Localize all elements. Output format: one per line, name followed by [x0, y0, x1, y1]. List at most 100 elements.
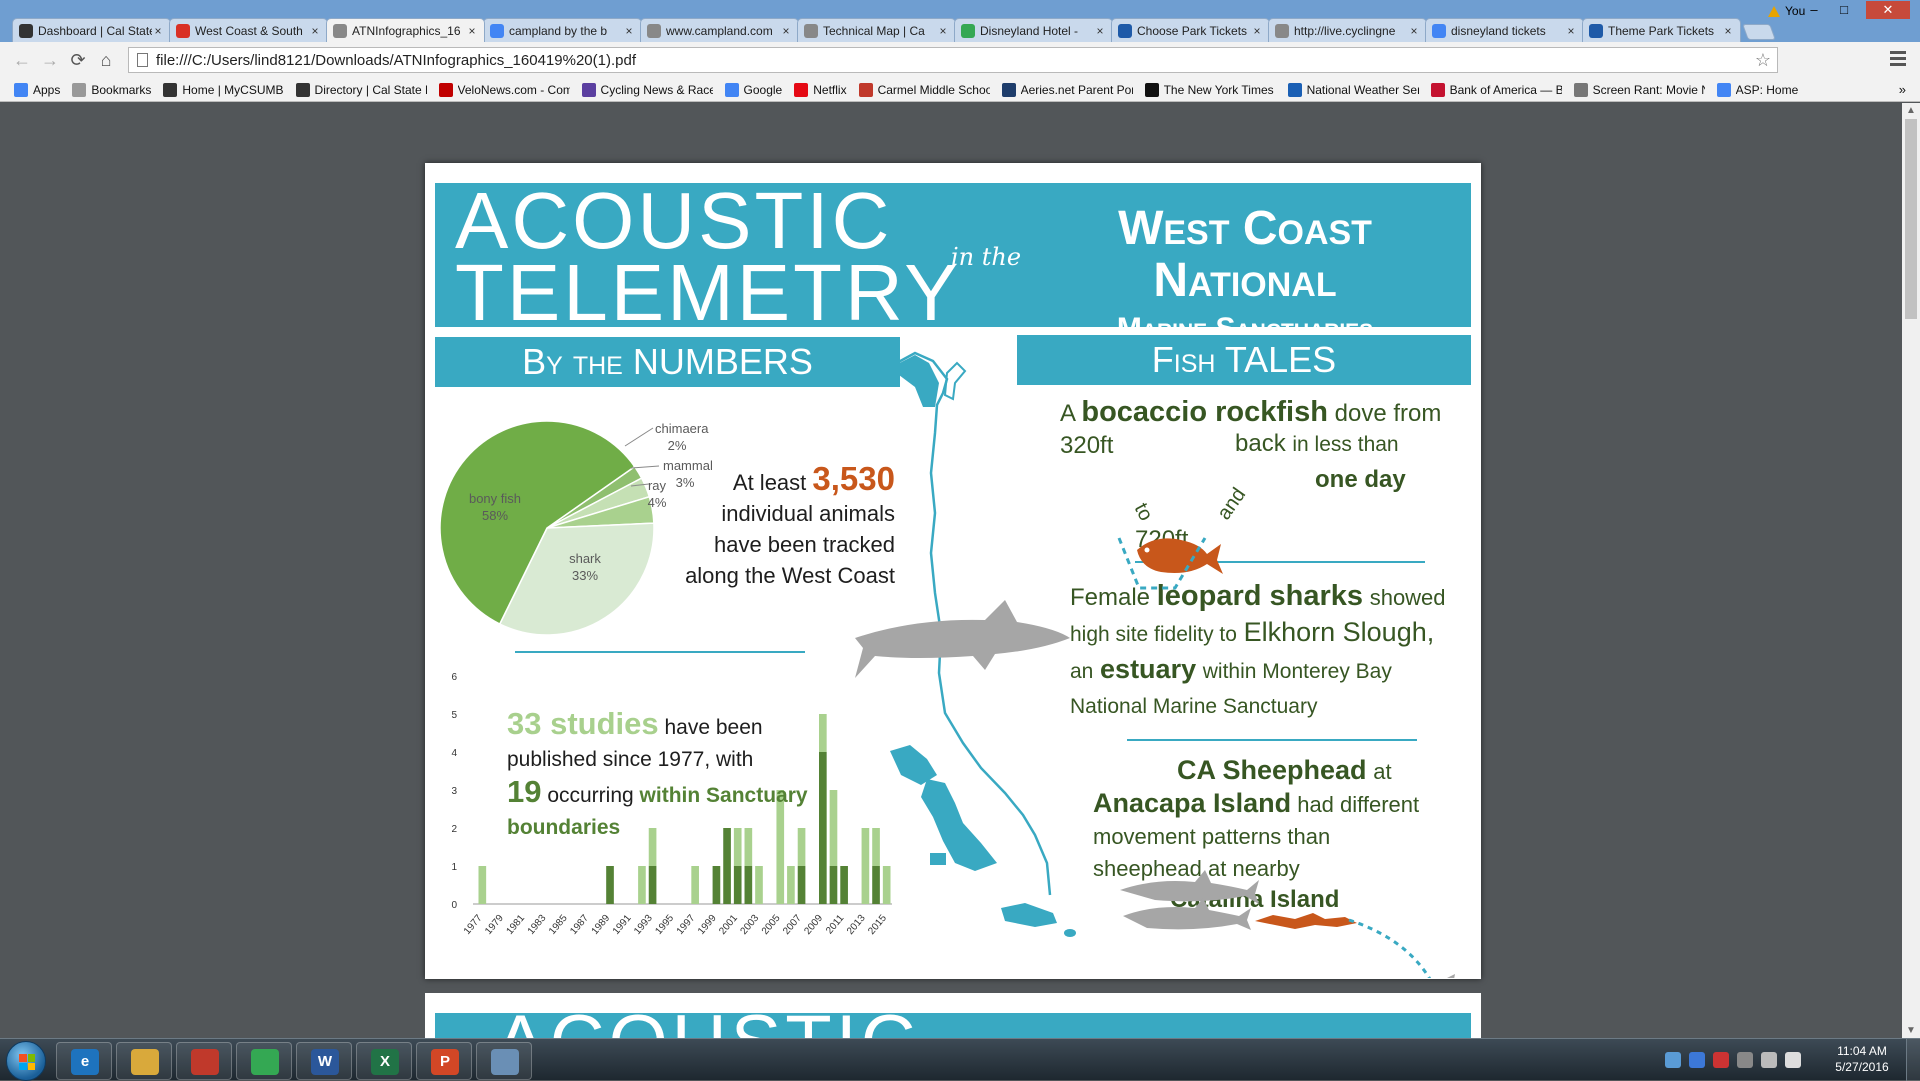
- word-icon: W: [311, 1049, 339, 1075]
- tale1-c: in less than: [1292, 433, 1399, 456]
- network-share-icon[interactable]: [1665, 1052, 1681, 1068]
- close-tab-icon[interactable]: ×: [1724, 23, 1732, 38]
- close-tab-icon[interactable]: ×: [468, 23, 476, 38]
- browser-tab[interactable]: Disneyland Hotel - ×: [954, 18, 1113, 42]
- bookmark-star-icon[interactable]: ☆: [1754, 50, 1771, 70]
- bookmark-item[interactable]: ASP: Home: [1716, 82, 1799, 97]
- reload-button[interactable]: ⟳: [70, 50, 86, 70]
- sheephead-icon: [1447, 974, 1455, 978]
- close-tab-icon[interactable]: ×: [939, 23, 947, 38]
- taskbar-word[interactable]: W: [296, 1042, 352, 1080]
- bookmark-item[interactable]: VeloNews.com - Com: [438, 82, 570, 97]
- bookmarks-overflow-button[interactable]: »: [1898, 82, 1906, 97]
- bookmark-label: Bank of America — Ba: [1449, 82, 1562, 97]
- taskbar-internet-explorer[interactable]: e: [56, 1042, 112, 1080]
- vertical-scrollbar[interactable]: ▲ ▼: [1902, 103, 1920, 1038]
- pie-label: ray: [648, 478, 667, 493]
- close-tab-icon[interactable]: ×: [1096, 23, 1104, 38]
- browser-tab[interactable]: Theme Park Tickets ×: [1582, 18, 1741, 42]
- bookmark-item[interactable]: National Weather Ser: [1287, 82, 1419, 97]
- minimize-button[interactable]: –: [1810, 2, 1818, 17]
- tale2-e: within Monterey Bay: [1202, 660, 1392, 683]
- pdf-viewer[interactable]: ACOUSTIC TELEMETRY in the West Coast Nat…: [0, 103, 1902, 1038]
- pie-leader-line: [630, 483, 650, 487]
- bluetooth-icon[interactable]: [1689, 1052, 1705, 1068]
- scroll-thumb[interactable]: [1905, 119, 1917, 319]
- tab-label: Theme Park Tickets: [1608, 23, 1715, 38]
- bookmark-item[interactable]: Directory | Cal State M: [295, 82, 427, 97]
- bookmark-item[interactable]: Bookmarks: [72, 82, 151, 97]
- scroll-down-arrow-icon[interactable]: ▼: [1906, 1025, 1916, 1036]
- volume-icon[interactable]: [1785, 1052, 1801, 1068]
- taskbar-powerpoint[interactable]: P: [416, 1042, 472, 1080]
- bookmark-item[interactable]: Google: [724, 82, 782, 97]
- taskbar-chrome[interactable]: [236, 1042, 292, 1080]
- x-tick-label: 1981: [504, 913, 527, 937]
- home-button[interactable]: ⌂: [100, 50, 112, 70]
- bar-2003-series-1: [755, 866, 763, 904]
- browser-tab[interactable]: West Coast & South ×: [169, 18, 328, 42]
- y-tick-label: 4: [451, 748, 457, 759]
- browser-tab[interactable]: http://live.cyclingne ×: [1268, 18, 1427, 42]
- chrome-menu-button[interactable]: [1886, 48, 1910, 72]
- x-tick-label: 2001: [717, 913, 740, 937]
- maximize-button[interactable]: □: [1840, 2, 1848, 17]
- close-tab-icon[interactable]: ×: [625, 23, 633, 38]
- bar-2014-series-0: [872, 866, 880, 904]
- bar-2014-series-1: [872, 828, 880, 866]
- close-tab-icon[interactable]: ×: [311, 23, 319, 38]
- security-icon[interactable]: [1713, 1052, 1729, 1068]
- new-tab-button[interactable]: [1742, 24, 1776, 40]
- taskbar-pictures[interactable]: [476, 1042, 532, 1080]
- start-button[interactable]: [6, 1041, 46, 1081]
- browser-tab[interactable]: www.campland.com ×: [640, 18, 799, 42]
- bookmark-item[interactable]: Aeries.net Parent Port: [1001, 82, 1133, 97]
- gear-icon: [19, 23, 33, 38]
- tale-rockfish-line2: back in less than: [1235, 427, 1399, 462]
- address-bar[interactable]: file:///C:/Users/lind8121/Downloads/ATNI…: [128, 47, 1778, 73]
- close-window-button[interactable]: ✕: [1866, 1, 1910, 19]
- close-tab-icon[interactable]: ×: [782, 23, 790, 38]
- close-tab-icon[interactable]: ×: [1253, 23, 1261, 38]
- pie-label: mammal: [663, 458, 713, 473]
- taskbar-excel[interactable]: X: [356, 1042, 412, 1080]
- studies-within-count: 19: [507, 774, 542, 809]
- bookmark-item[interactable]: Screen Rant: Movie N: [1573, 82, 1705, 97]
- system-clock[interactable]: 11:04 AM 5/27/2016: [1830, 1043, 1894, 1075]
- bookmark-item[interactable]: Bank of America — Ba: [1430, 82, 1562, 97]
- snipping-tool-icon: [191, 1049, 219, 1075]
- forward-button[interactable]: →: [41, 50, 59, 70]
- pdf-page-2: ACOUSTIC: [425, 993, 1481, 1038]
- x-tick-label: 1987: [568, 913, 591, 937]
- profile-button[interactable]: You: [1760, 1, 1813, 21]
- battery-icon[interactable]: [1737, 1052, 1753, 1068]
- bookmark-item[interactable]: The New York Times -: [1144, 82, 1276, 97]
- bookmark-item[interactable]: Apps: [14, 82, 60, 97]
- browser-tab[interactable]: Choose Park Tickets ×: [1111, 18, 1270, 42]
- bookmark-item[interactable]: Home | MyCSUMB: [163, 82, 284, 97]
- browser-tab[interactable]: campland by the b ×: [483, 18, 642, 42]
- browser-tab[interactable]: Dashboard | Cal State ×: [12, 18, 171, 42]
- signal-icon[interactable]: [1761, 1052, 1777, 1068]
- pie-leader-line: [630, 465, 660, 469]
- taskbar-snipping-tool[interactable]: [176, 1042, 232, 1080]
- back-button[interactable]: ←: [13, 50, 31, 70]
- close-tab-icon[interactable]: ×: [1567, 23, 1575, 38]
- pie-leader-line: [624, 427, 654, 447]
- tale1-back: back: [1235, 430, 1286, 457]
- taskbar-file-explorer[interactable]: [116, 1042, 172, 1080]
- close-tab-icon[interactable]: ×: [1410, 23, 1418, 38]
- screenrant-icon: [1573, 82, 1588, 97]
- close-tab-icon[interactable]: ×: [154, 23, 162, 38]
- bookmark-item[interactable]: Cycling News & Race: [581, 82, 713, 97]
- bookmark-item[interactable]: Netflix: [794, 82, 847, 97]
- scroll-up-arrow-icon[interactable]: ▲: [1906, 105, 1916, 116]
- browser-tab[interactable]: Technical Map | Ca ×: [797, 18, 956, 42]
- animals-tracked-stat: At least 3,530 individual animals have b…: [675, 462, 895, 591]
- show-desktop-button[interactable]: [1906, 1039, 1920, 1081]
- browser-tab[interactable]: disneyland tickets ×: [1425, 18, 1584, 42]
- cordell-bank-marker: [930, 853, 946, 865]
- bookmark-label: ASP: Home: [1735, 82, 1799, 97]
- browser-tab[interactable]: ATNInfographics_16 ×: [326, 18, 485, 42]
- bookmark-item[interactable]: Carmel Middle Schoo: [858, 82, 990, 97]
